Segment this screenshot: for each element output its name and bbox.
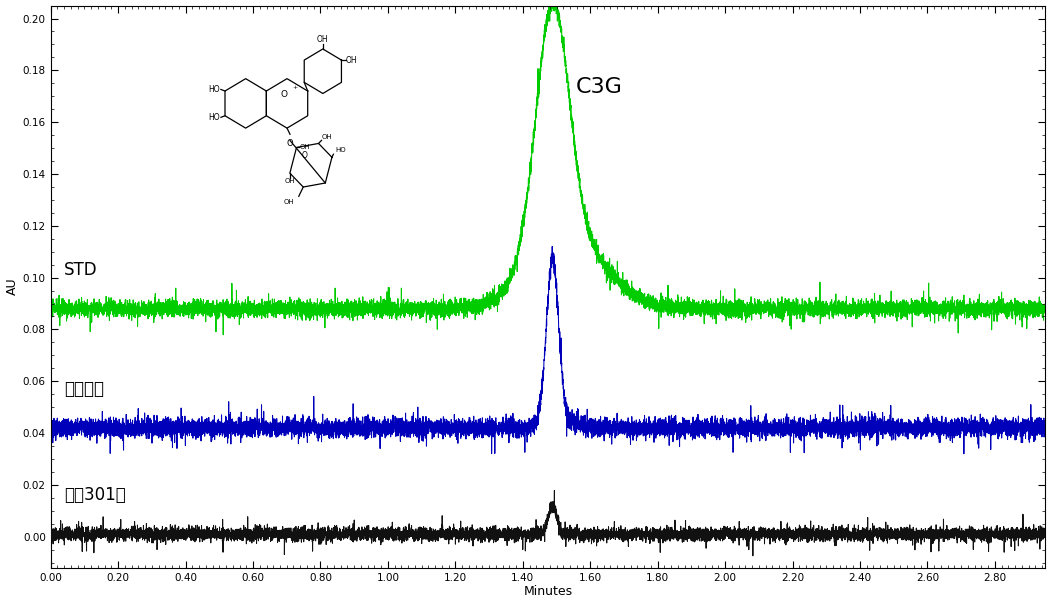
- Text: 밀양301호: 밀양301호: [64, 486, 126, 504]
- Y-axis label: AU: AU: [5, 278, 19, 295]
- X-axis label: Minutes: Minutes: [523, 585, 573, 599]
- Text: C3G: C3G: [576, 77, 623, 97]
- Text: STD: STD: [64, 261, 98, 279]
- Text: 조생흥찰: 조생흥찰: [64, 380, 104, 398]
